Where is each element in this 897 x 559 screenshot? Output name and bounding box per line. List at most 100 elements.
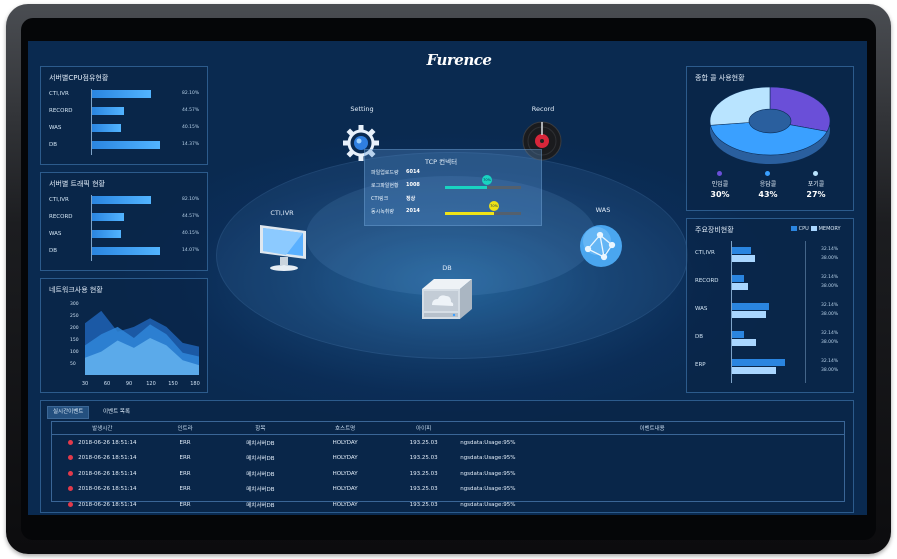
tcp-stat-label: 동시녹취량 bbox=[371, 209, 395, 215]
record-disc-icon[interactable] bbox=[522, 121, 562, 161]
call-pie-chart bbox=[709, 86, 831, 164]
events-table: 발생시간 인트라 항목 호스트명 아이피 이벤트내용 2018-06-26 18:51:1… bbox=[52, 422, 844, 513]
legend-dot bbox=[813, 171, 818, 176]
bar-percent: 44.57% bbox=[182, 108, 200, 113]
x-tick-label: 120 bbox=[146, 381, 156, 387]
column-header: 이벤트내용 bbox=[639, 426, 665, 432]
brand-logo: Furence bbox=[426, 51, 492, 69]
x-tick-label: 30 bbox=[82, 381, 88, 387]
table-cell: HOLYDAY bbox=[332, 455, 358, 462]
bar-value bbox=[92, 213, 124, 221]
alert-dot-icon bbox=[68, 486, 74, 492]
node-label-cti: CTI,IVR bbox=[270, 209, 294, 217]
legend-memory: MEMORY bbox=[811, 226, 841, 232]
legend-dot bbox=[717, 171, 722, 176]
column-header: 호스트명 bbox=[334, 426, 356, 432]
bar-percent: 40.15% bbox=[182, 125, 200, 130]
equip-cpu-percent: 32.14% bbox=[821, 303, 839, 308]
bar-value bbox=[92, 247, 160, 255]
table-cell: HOLYDAY bbox=[332, 486, 358, 493]
table-row[interactable]: 2018-06-26 18:51:14 ERR 메치서버DB HOLYDAY 193.2… bbox=[52, 466, 844, 482]
equip-cpu-bar bbox=[732, 303, 769, 310]
network-ring-inner bbox=[306, 176, 596, 296]
monitor-icon[interactable] bbox=[256, 221, 312, 273]
equip-cpu-percent: 32.14% bbox=[821, 359, 839, 364]
bar-value bbox=[92, 230, 121, 238]
equip-label: ERP bbox=[695, 362, 706, 368]
table-row[interactable]: 2018-06-26 18:51:14 ERR 메치서버DB HOLYDAY 193.2… bbox=[52, 435, 844, 451]
event-time: 2018-06-26 18:51:14 bbox=[78, 501, 137, 508]
column-header: 인트라 bbox=[177, 426, 193, 432]
pie-slice bbox=[710, 122, 828, 156]
bar-label: CTI,IVR bbox=[49, 197, 69, 203]
bar-label: DB bbox=[49, 248, 58, 254]
bar-label: RECORD bbox=[49, 214, 73, 220]
equip-axis-line-right bbox=[805, 241, 806, 383]
events-panel: 실시간이벤트 이벤트 목록 발생시간 인트라 항목 호스트명 아이피 이벤트내용 2018… bbox=[40, 400, 854, 513]
equip-cpu-bar bbox=[732, 359, 785, 366]
table-row[interactable]: 2018-06-26 18:51:14 ERR 메치서버DB HOLYDAY 193.2… bbox=[52, 497, 844, 513]
equip-label: CTI,IVR bbox=[695, 250, 715, 256]
bar-label: WAS bbox=[49, 231, 62, 237]
table-cell: 2018-06-26 18:51:14 bbox=[52, 466, 153, 482]
table-row[interactable]: 2018-06-26 18:51:14 ERR 메치서버DB HOLYDAY 193.2… bbox=[52, 451, 844, 467]
table-cell: 메치서버DB bbox=[246, 502, 275, 509]
database-server-icon[interactable] bbox=[416, 277, 478, 325]
legend-cpu: CPU bbox=[791, 226, 809, 232]
gear-icon[interactable] bbox=[340, 122, 382, 164]
y-tick-label: 50 bbox=[70, 361, 76, 367]
node-label-setting: Setting bbox=[350, 105, 374, 113]
table-cell: ngsdata:Usage:95% bbox=[460, 470, 516, 477]
bar-percent: 82.10% bbox=[182, 197, 200, 202]
bar-label: RECORD bbox=[49, 108, 73, 114]
equip-cpu-percent: 32.14% bbox=[821, 331, 839, 336]
legend-cpu-label: CPU bbox=[798, 226, 809, 232]
tab-event-list[interactable]: 이벤트 목록 bbox=[103, 409, 131, 415]
tcp-stat-value: 1008 bbox=[406, 182, 420, 188]
table-cell: 2018-06-26 18:51:14 bbox=[52, 451, 153, 467]
table-cell: 메치서버DB bbox=[246, 456, 275, 463]
node-label-db: DB bbox=[442, 264, 452, 272]
equip-memory-percent: 38.00% bbox=[821, 284, 839, 289]
network-area-series bbox=[85, 338, 199, 375]
equipment-panel: 주요장비현황 CPU MEMORY CTI,IVR 32.14% 38.00% REC… bbox=[686, 218, 854, 393]
legend-value: 43% bbox=[758, 190, 778, 199]
table-cell: HOLYDAY bbox=[332, 470, 358, 477]
legend-value: 27% bbox=[806, 190, 826, 199]
y-tick-label: 300 bbox=[70, 301, 79, 307]
equipment-panel-title: 주요장비현황 bbox=[695, 226, 734, 234]
event-time: 2018-06-26 18:51:14 bbox=[78, 455, 137, 462]
network-panel: 네트워크사용 현황 300 250 200 150 100 50 30 60 90 120 150 1… bbox=[40, 278, 208, 393]
globe-icon[interactable] bbox=[578, 223, 624, 269]
table-cell: 2018-06-26 18:51:14 bbox=[52, 435, 153, 451]
bar-value bbox=[92, 107, 124, 115]
legend-memory-label: MEMORY bbox=[818, 226, 841, 232]
bar-value bbox=[92, 196, 151, 204]
y-tick-label: 250 bbox=[70, 313, 79, 319]
y-tick-label: 150 bbox=[70, 337, 79, 343]
table-cell: 메치서버DB bbox=[246, 487, 275, 494]
cpu-usage-panel: 서버별CPU점유현황 CTI,IVR 82.10% RECORD 44.57% WAS 4… bbox=[40, 66, 208, 165]
legend-label: 인입콜 bbox=[711, 181, 729, 188]
x-tick-label: 60 bbox=[104, 381, 110, 387]
legend-label: 응답콜 bbox=[759, 181, 777, 188]
y-tick-label: 100 bbox=[70, 349, 79, 355]
bar-value bbox=[92, 90, 151, 98]
tcp-stat-value: 6014 bbox=[406, 169, 420, 175]
tcp-bar-fill bbox=[445, 186, 487, 189]
traffic-axis-line bbox=[91, 195, 92, 261]
events-table-frame: 발생시간 인트라 항목 호스트명 아이피 이벤트내용 2018-06-26 18:51:1… bbox=[51, 421, 845, 509]
table-cell: HOLYDAY bbox=[332, 439, 358, 446]
table-row[interactable]: 2018-06-26 18:51:14 ERR 메치서버DB HOLYDAY 193.2… bbox=[52, 482, 844, 498]
equip-cpu-percent: 32.14% bbox=[821, 275, 839, 280]
table-cell: ERR bbox=[179, 470, 191, 477]
bar-value bbox=[92, 141, 160, 149]
cpu-panel-title: 서버별CPU점유현황 bbox=[49, 74, 109, 82]
equip-memory-bar bbox=[732, 339, 756, 346]
legend-value: 30% bbox=[710, 190, 730, 199]
table-cell: ngsdata:Usage:95% bbox=[460, 439, 516, 446]
table-cell: 193.25.03 bbox=[409, 439, 438, 446]
tcp-stat-label: 로그파일현황 bbox=[371, 183, 399, 189]
equip-label: RECORD bbox=[695, 278, 719, 284]
tab-realtime-events[interactable]: 실시간이벤트 bbox=[47, 406, 90, 419]
